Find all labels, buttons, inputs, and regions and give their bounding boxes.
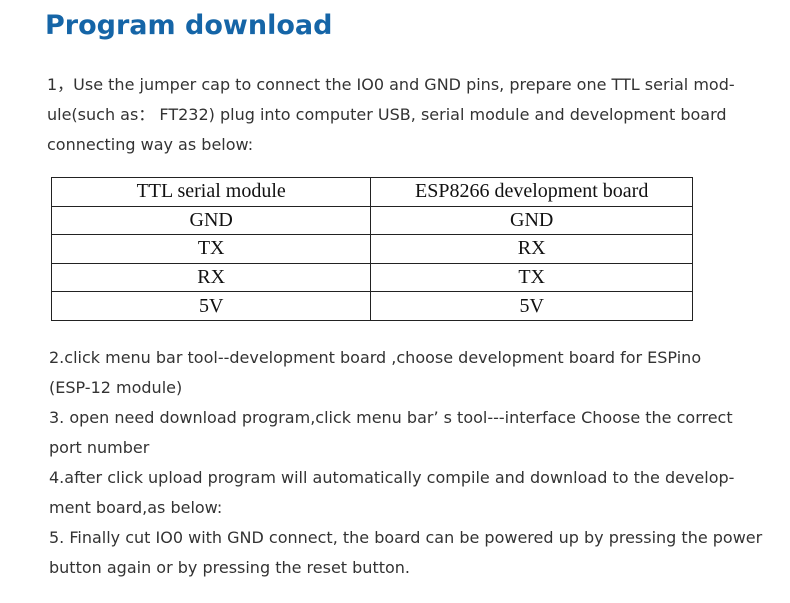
step-line: (ESP-12 module) (49, 378, 183, 397)
table-cell: 5V (370, 291, 693, 321)
step-line: port number (49, 438, 150, 457)
table-cell: 5V (50, 291, 372, 321)
table-row: TX RX (50, 234, 693, 264)
table-row: RX TX (50, 262, 693, 293)
intro-line: 1，Use the jumper cap to connect the IO0 … (47, 75, 735, 94)
step-line: 5. Finally cut IO0 with GND connect, the… (49, 528, 763, 547)
table-header-row: TTL serial module ESP8266 development bo… (50, 177, 693, 207)
table-cell: GND (370, 205, 693, 236)
intro-paragraph: 1，Use the jumper cap to connect the IO0 … (47, 70, 747, 160)
table-header-cell: TTL serial module (50, 177, 372, 207)
intro-line: ule(such as： FT232) plug into computer U… (47, 105, 727, 124)
step-line: 2.click menu bar tool--development board… (49, 348, 702, 367)
steps-paragraph: 2.click menu bar tool--development board… (49, 343, 763, 583)
step-line: 3. open need download program,click menu… (49, 408, 733, 427)
intro-line: connecting way as below: (47, 135, 254, 154)
table-row: 5V 5V (50, 291, 693, 321)
step-line: 4.after click upload program will automa… (49, 468, 735, 487)
table-cell: TX (50, 234, 372, 264)
step-line: button again or by pressing the reset bu… (49, 558, 410, 577)
table-cell: TX (370, 262, 693, 293)
step-line: ment board,as below: (49, 498, 223, 517)
table-cell: GND (50, 205, 372, 236)
connection-table: TTL serial module ESP8266 development bo… (50, 177, 693, 321)
page-title: Program download (45, 10, 333, 41)
table-row: GND GND (50, 205, 693, 236)
table-cell: RX (370, 234, 693, 264)
table-cell: RX (50, 262, 372, 293)
table-header-cell: ESP8266 development board (370, 177, 693, 207)
